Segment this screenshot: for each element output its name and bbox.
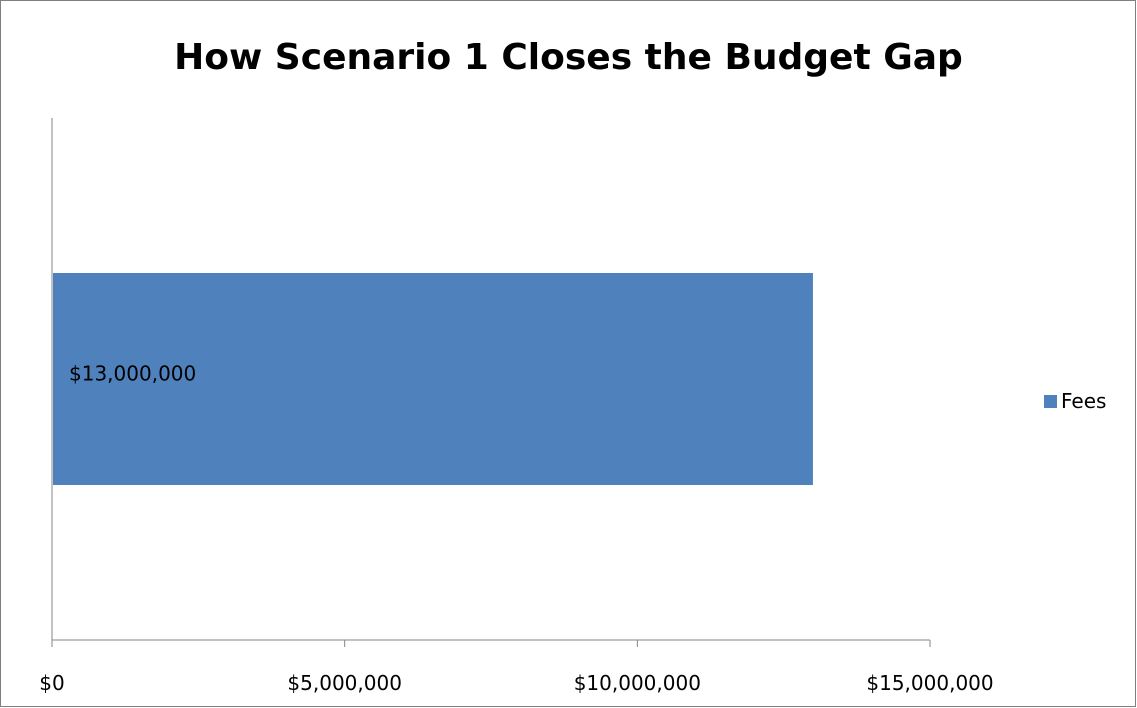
x-tick-label: $5,000,000 <box>287 671 402 695</box>
legend-swatch-fees <box>1044 394 1057 408</box>
legend-label-fees: Fees <box>1061 389 1107 413</box>
data-label-fees: $13,000,000 <box>69 362 196 386</box>
bar-fees <box>53 273 813 485</box>
x-tick-label: $0 <box>39 671 64 695</box>
x-tick-label: $15,000,000 <box>866 671 993 695</box>
x-tick-label: $10,000,000 <box>574 671 701 695</box>
chart-title: How Scenario 1 Closes the Budget Gap <box>174 37 963 78</box>
legend: Fees <box>1044 389 1106 413</box>
